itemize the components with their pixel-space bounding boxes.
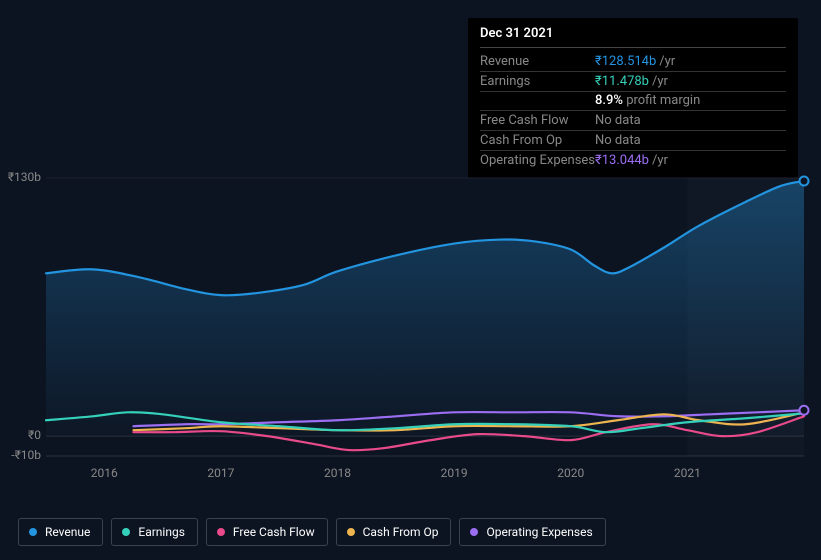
chart-legend: Revenue Earnings Free Cash Flow Cash From O… [18, 518, 606, 546]
x-tick-label: 2016 [91, 466, 118, 480]
legend-item[interactable]: Cash From Op [336, 518, 452, 546]
legend-label: Free Cash Flow [233, 525, 315, 539]
legend-dot-icon [29, 528, 37, 536]
legend-label: Cash From Op [363, 525, 439, 539]
x-tick-label: 2020 [557, 466, 584, 480]
legend-item[interactable]: Revenue [18, 518, 103, 546]
legend-dot-icon [217, 528, 225, 536]
x-tick-label: 2019 [441, 466, 468, 480]
legend-item[interactable]: Earnings [111, 518, 198, 546]
x-tick-label: 2017 [207, 466, 234, 480]
legend-label: Earnings [138, 525, 185, 539]
legend-dot-icon [470, 528, 478, 536]
legend-label: Operating Expenses [486, 525, 592, 539]
x-tick-label: 2021 [674, 466, 701, 480]
legend-dot-icon [122, 528, 130, 536]
legend-item[interactable]: Operating Expenses [459, 518, 605, 546]
legend-label: Revenue [45, 525, 90, 539]
legend-item[interactable]: Free Cash Flow [206, 518, 328, 546]
legend-dot-icon [347, 528, 355, 536]
x-tick-label: 2018 [324, 466, 351, 480]
